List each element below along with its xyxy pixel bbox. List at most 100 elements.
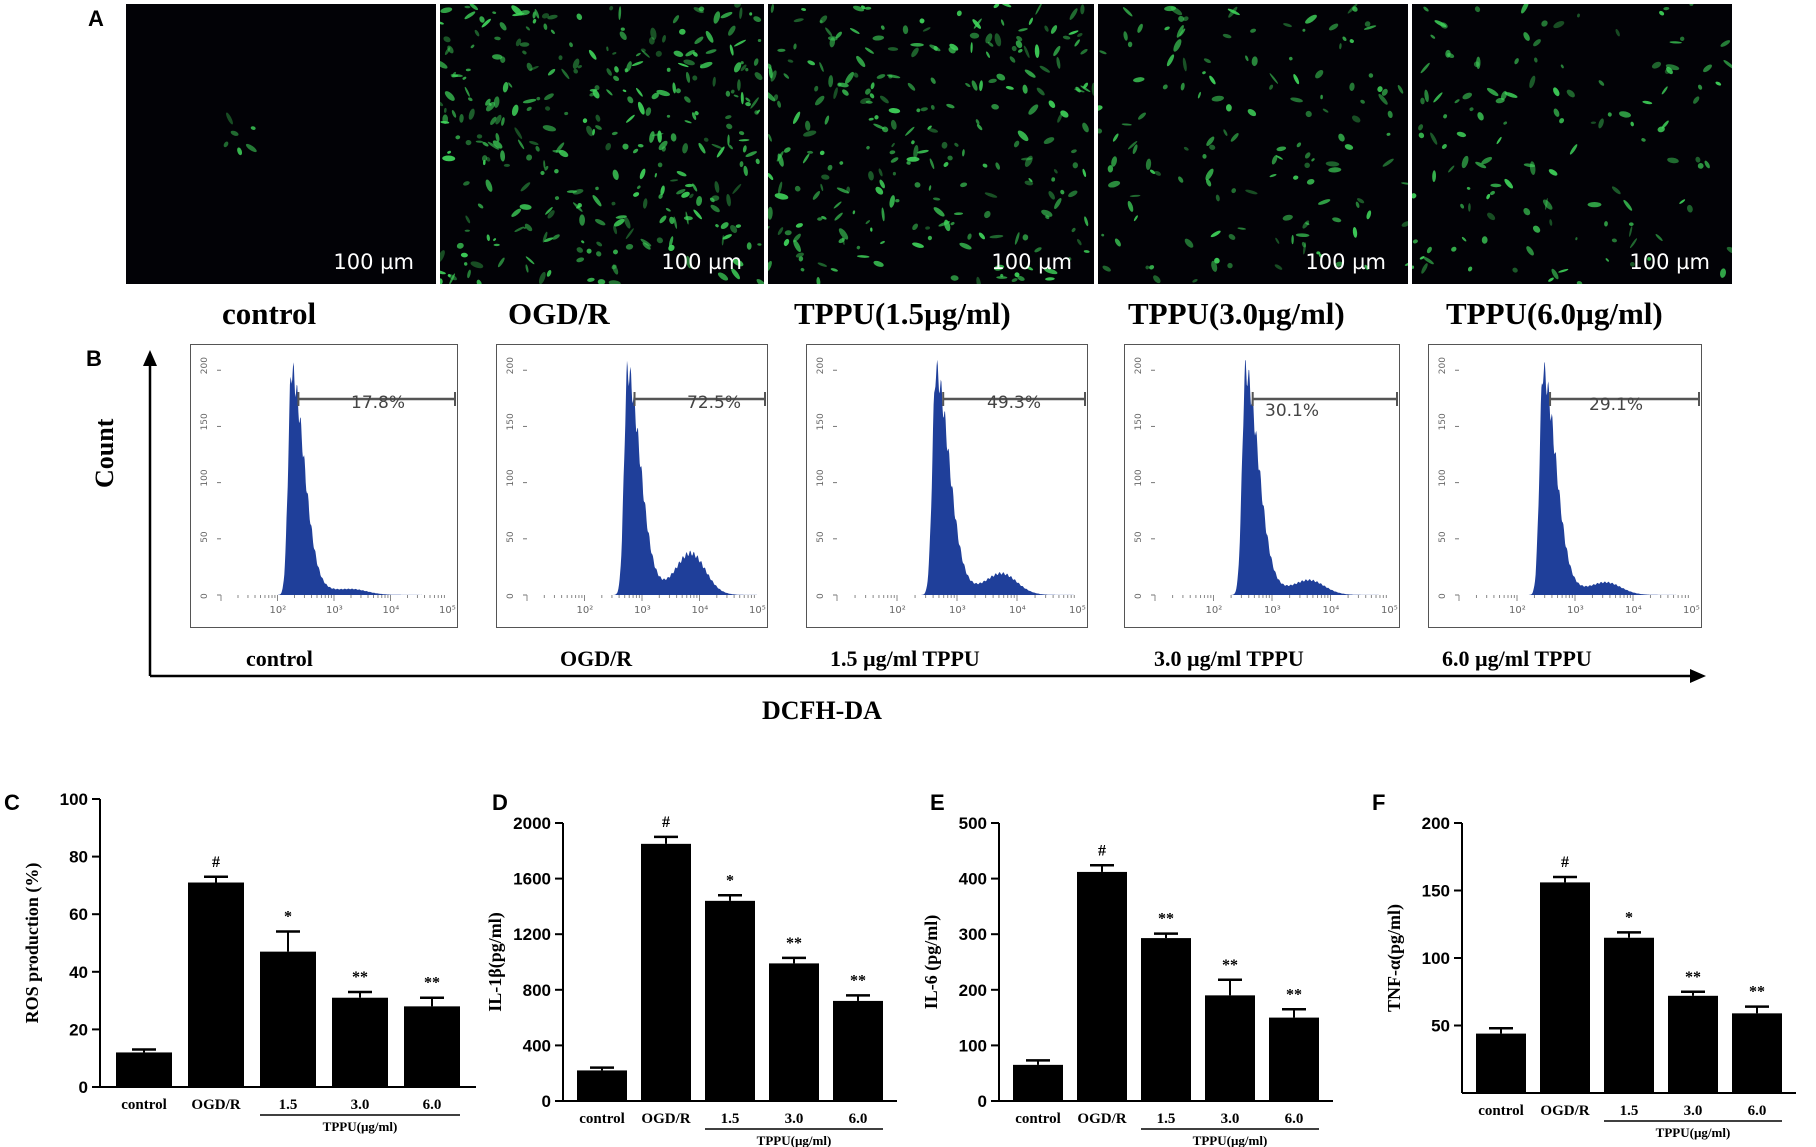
cell-mark	[1015, 40, 1023, 49]
cell-mark	[755, 158, 760, 165]
cell-mark	[1553, 108, 1560, 117]
cell-mark	[1619, 111, 1631, 118]
cell-mark	[642, 198, 648, 209]
y-tick-label: 50	[200, 531, 210, 543]
cell-mark	[543, 237, 554, 242]
cell-mark	[526, 106, 532, 112]
cell-mark	[768, 226, 770, 230]
cell-mark	[693, 7, 704, 14]
significance-mark: **	[1749, 984, 1765, 1001]
x-tick-label: 10⁵	[1069, 605, 1086, 616]
cell-mark	[879, 95, 889, 104]
cell-mark	[1210, 230, 1221, 238]
cell-mark	[1704, 160, 1710, 169]
cell-mark	[514, 127, 523, 140]
cell-mark	[1024, 155, 1033, 167]
cell-mark	[1615, 28, 1620, 37]
category-label: 1.5	[1620, 1103, 1639, 1119]
cell-mark	[845, 71, 854, 84]
cell-mark	[1138, 112, 1146, 120]
cell-mark	[711, 195, 720, 202]
cell-mark	[910, 42, 924, 47]
cell-mark	[596, 251, 602, 257]
cell-mark	[481, 155, 488, 162]
histogram	[527, 360, 757, 595]
y-tick-label: 0	[816, 593, 826, 599]
cell-mark	[592, 89, 600, 99]
cell-mark	[906, 161, 911, 165]
cell-mark	[1179, 28, 1186, 37]
cell-mark	[541, 13, 550, 19]
cell-mark	[1548, 169, 1558, 176]
cell-mark	[1630, 261, 1635, 267]
cell-mark	[482, 159, 486, 166]
cell-mark	[1356, 198, 1365, 204]
bar	[1540, 882, 1590, 1093]
cell-mark	[911, 47, 919, 58]
cell-mark	[801, 8, 807, 11]
cell-mark	[1693, 96, 1700, 104]
cell-mark	[1173, 39, 1182, 52]
cell-mark	[984, 210, 991, 219]
cell-mark	[626, 61, 632, 72]
cell-mark	[914, 182, 921, 188]
cell-mark	[902, 25, 909, 35]
y-tick-label: 150	[200, 413, 210, 430]
cell-mark	[487, 141, 500, 150]
cell-mark	[738, 139, 750, 142]
cell-mark	[519, 42, 530, 47]
cell-mark	[1360, 99, 1365, 104]
cell-mark	[679, 28, 686, 35]
cell-mark	[1269, 174, 1277, 178]
cell-mark	[783, 238, 790, 247]
cell-mark	[798, 256, 804, 262]
cell-mark	[613, 249, 618, 255]
y-tick-label: 50	[1431, 1017, 1450, 1036]
cell-mark	[577, 65, 582, 69]
cell-mark	[462, 76, 467, 80]
cell-mark	[447, 274, 451, 278]
cell-mark	[728, 25, 736, 36]
cell-mark	[1426, 246, 1432, 254]
cell-mark	[1698, 84, 1703, 90]
cell-mark	[1490, 190, 1495, 196]
cell-mark	[930, 77, 936, 84]
cell-mark	[1542, 199, 1553, 210]
cell-mark	[672, 15, 680, 24]
cell-mark	[733, 94, 739, 98]
cell-mark	[928, 128, 939, 133]
cell-mark	[1022, 84, 1028, 94]
cell-mark	[1044, 268, 1058, 275]
cell-mark	[699, 61, 713, 69]
cell-mark	[856, 245, 861, 250]
cell-mark	[1225, 104, 1232, 112]
micrograph-control: 100 µm	[126, 4, 436, 284]
cell-mark	[1011, 278, 1018, 283]
cell-mark	[960, 182, 968, 188]
cell-mark	[709, 197, 715, 203]
cell-mark	[479, 16, 485, 23]
cell-mark	[525, 264, 529, 273]
cell-mark	[1461, 155, 1469, 169]
cell-mark	[1320, 94, 1323, 100]
cell-mark	[1028, 178, 1033, 183]
cell-mark	[717, 272, 729, 281]
cell-mark	[742, 145, 747, 153]
cell-mark	[1490, 183, 1502, 188]
bar	[1269, 1017, 1319, 1101]
cell-mark	[728, 144, 733, 150]
x-axis-label: TPPU(µg/ml)	[323, 1119, 398, 1134]
cell-mark	[250, 126, 256, 130]
cell-mark	[965, 82, 971, 88]
cell-mark	[949, 43, 959, 51]
cell-mark	[1302, 220, 1310, 229]
y-tick-label: 40	[69, 963, 88, 982]
cell-mark	[1311, 158, 1315, 162]
y-tick-label: 100	[200, 469, 210, 486]
cell-mark	[770, 70, 777, 82]
bar	[769, 963, 819, 1101]
cell-mark	[1569, 144, 1578, 155]
cell-mark	[757, 243, 762, 246]
cell-mark	[1598, 80, 1605, 86]
